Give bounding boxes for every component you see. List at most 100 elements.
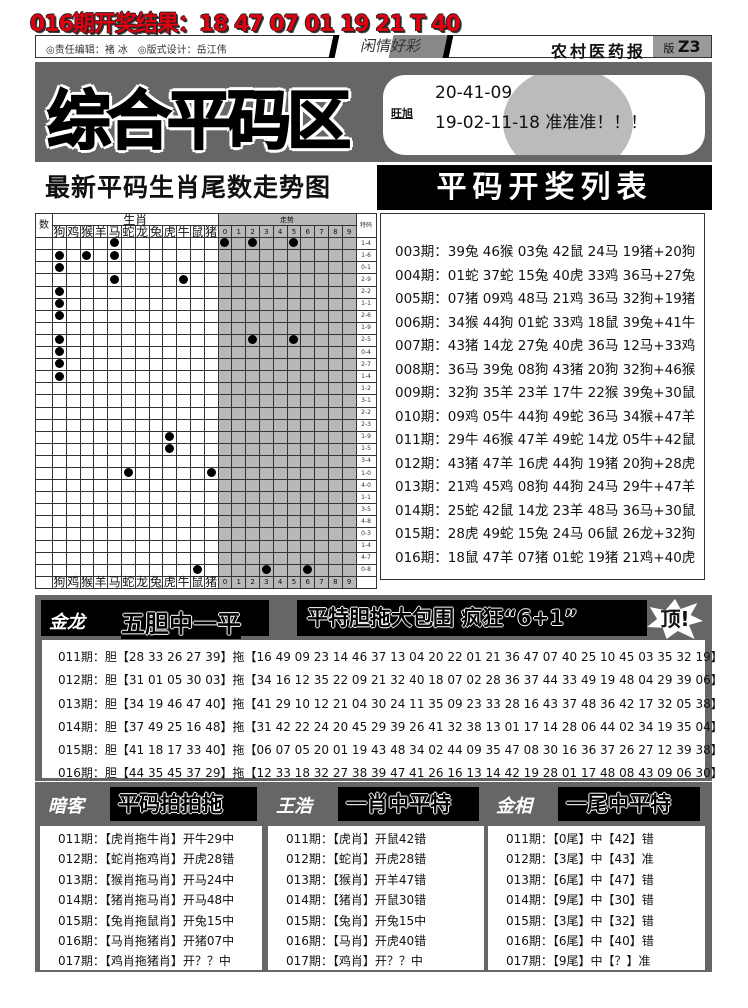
zodiac-cell (65, 358, 81, 372)
digit-cell (286, 370, 302, 384)
digit-cell (245, 539, 260, 553)
digit-cell (300, 539, 316, 553)
zodiac-cell (134, 406, 150, 420)
digit-cell (272, 563, 288, 577)
digit-cell (314, 382, 329, 396)
zodiac-cell (65, 394, 81, 408)
zodiac-cell (162, 394, 178, 408)
zodiac-cell (162, 261, 178, 275)
special-code: 4-7 (355, 551, 377, 565)
digit-cell (272, 273, 288, 287)
grid-row: 0-8 (35, 563, 377, 577)
section-row: 017期：【9尾】中【？】准 (506, 954, 651, 969)
digit-label: 4 (272, 225, 288, 239)
zodiac-cell (203, 273, 219, 287)
zodiac-cell (79, 406, 95, 420)
digit-cell (286, 466, 302, 481)
digit-cell (258, 333, 274, 348)
zodiac-cell (189, 394, 205, 408)
zodiac-cell (120, 346, 136, 360)
dot-mark (123, 468, 133, 478)
digit-cell (258, 466, 274, 481)
zodiac-cell (120, 406, 136, 420)
special-code: 2-6 (355, 309, 377, 323)
digit-cell (314, 466, 329, 481)
zodiac-cell (203, 321, 219, 335)
zodiac-cell (134, 491, 150, 505)
digit-label: 4 (272, 575, 288, 589)
dot-mark (54, 371, 64, 381)
zodiac-cell (189, 418, 205, 432)
zodiac-cell (203, 297, 219, 311)
row-number (35, 466, 53, 481)
special-code: 1-9 (355, 321, 377, 335)
digit-cell (327, 503, 343, 517)
row-number (35, 491, 53, 505)
grid-row: 2-5 (35, 333, 377, 348)
zodiac-cell (79, 539, 95, 553)
digit-cell (231, 261, 247, 275)
zodiac-cell (120, 551, 136, 565)
digit-cell (231, 285, 247, 299)
zodiac-cell (79, 273, 95, 287)
digit-label: 1 (231, 575, 247, 589)
zodiac-cell (79, 358, 95, 372)
digit-cell (300, 466, 316, 481)
row-number (35, 515, 53, 529)
digit-cell (327, 261, 343, 275)
row-number (35, 539, 53, 553)
digit-label: 8 (327, 225, 343, 239)
prediction-bubble: 旺旭 20-41-09 19-02-11-18 准准准！！！ (383, 75, 705, 155)
digit-cell (341, 309, 357, 323)
digit-cell (341, 346, 357, 360)
section-row: 013期：【猴肖】开羊47错 (286, 872, 427, 887)
digit-cell (327, 454, 343, 468)
digit-cell (245, 370, 260, 384)
zodiac-cell (203, 309, 219, 323)
zodiac-cell (93, 285, 109, 299)
digit-cell (245, 563, 260, 577)
special-header: 特码 (355, 212, 377, 239)
zodiac-cell (189, 442, 205, 456)
grid-row: 1-2 (35, 382, 377, 396)
zodiac-cell (189, 261, 205, 275)
zodiac-label: 鼠 (189, 575, 205, 590)
zodiac-cell (162, 333, 178, 348)
zodiac-cell (79, 309, 95, 323)
zodiac-cell (148, 309, 164, 323)
zodiac-cell (52, 418, 67, 432)
digit-cell (245, 297, 260, 311)
zodiac-cell (162, 454, 178, 468)
digit-cell (341, 370, 357, 384)
digit-cell (245, 515, 260, 529)
digit-cell (300, 479, 316, 493)
banker-row: 015期：胆【41 18 17 33 40】拖【06 07 05 20 01 1… (58, 743, 723, 758)
zodiac-cell (107, 382, 122, 396)
digit-cell (314, 454, 329, 468)
digit-cell (300, 527, 316, 541)
zodiac-cell (120, 261, 136, 275)
zodiac-cell (162, 551, 178, 565)
digit-cell (245, 454, 260, 468)
digit-cell (231, 503, 247, 517)
row-number (35, 454, 53, 468)
special-code: 0-1 (355, 261, 377, 275)
digit-cell (327, 370, 343, 384)
zodiac-cell (203, 527, 219, 541)
zodiac-label: 蛇 (120, 224, 136, 239)
digit-cell (314, 539, 329, 553)
zodiac-cell (148, 527, 164, 541)
digit-cell (272, 454, 288, 468)
digit-cell (231, 442, 247, 456)
zodiac-cell (189, 249, 205, 263)
zodiac-cell (189, 237, 205, 251)
dot-mark (289, 335, 299, 345)
section-row: 015期：【兔肖】开兔15中 (286, 913, 427, 928)
digit-cell (314, 442, 329, 456)
digit-cell (314, 249, 329, 263)
column-name: 闲情好彩 (328, 35, 454, 58)
zodiac-cell (148, 273, 164, 287)
zodiac-cell (134, 261, 150, 275)
zodiac-cell (189, 479, 205, 493)
section-row: 016期：【马肖】开虎40错 (286, 933, 427, 948)
